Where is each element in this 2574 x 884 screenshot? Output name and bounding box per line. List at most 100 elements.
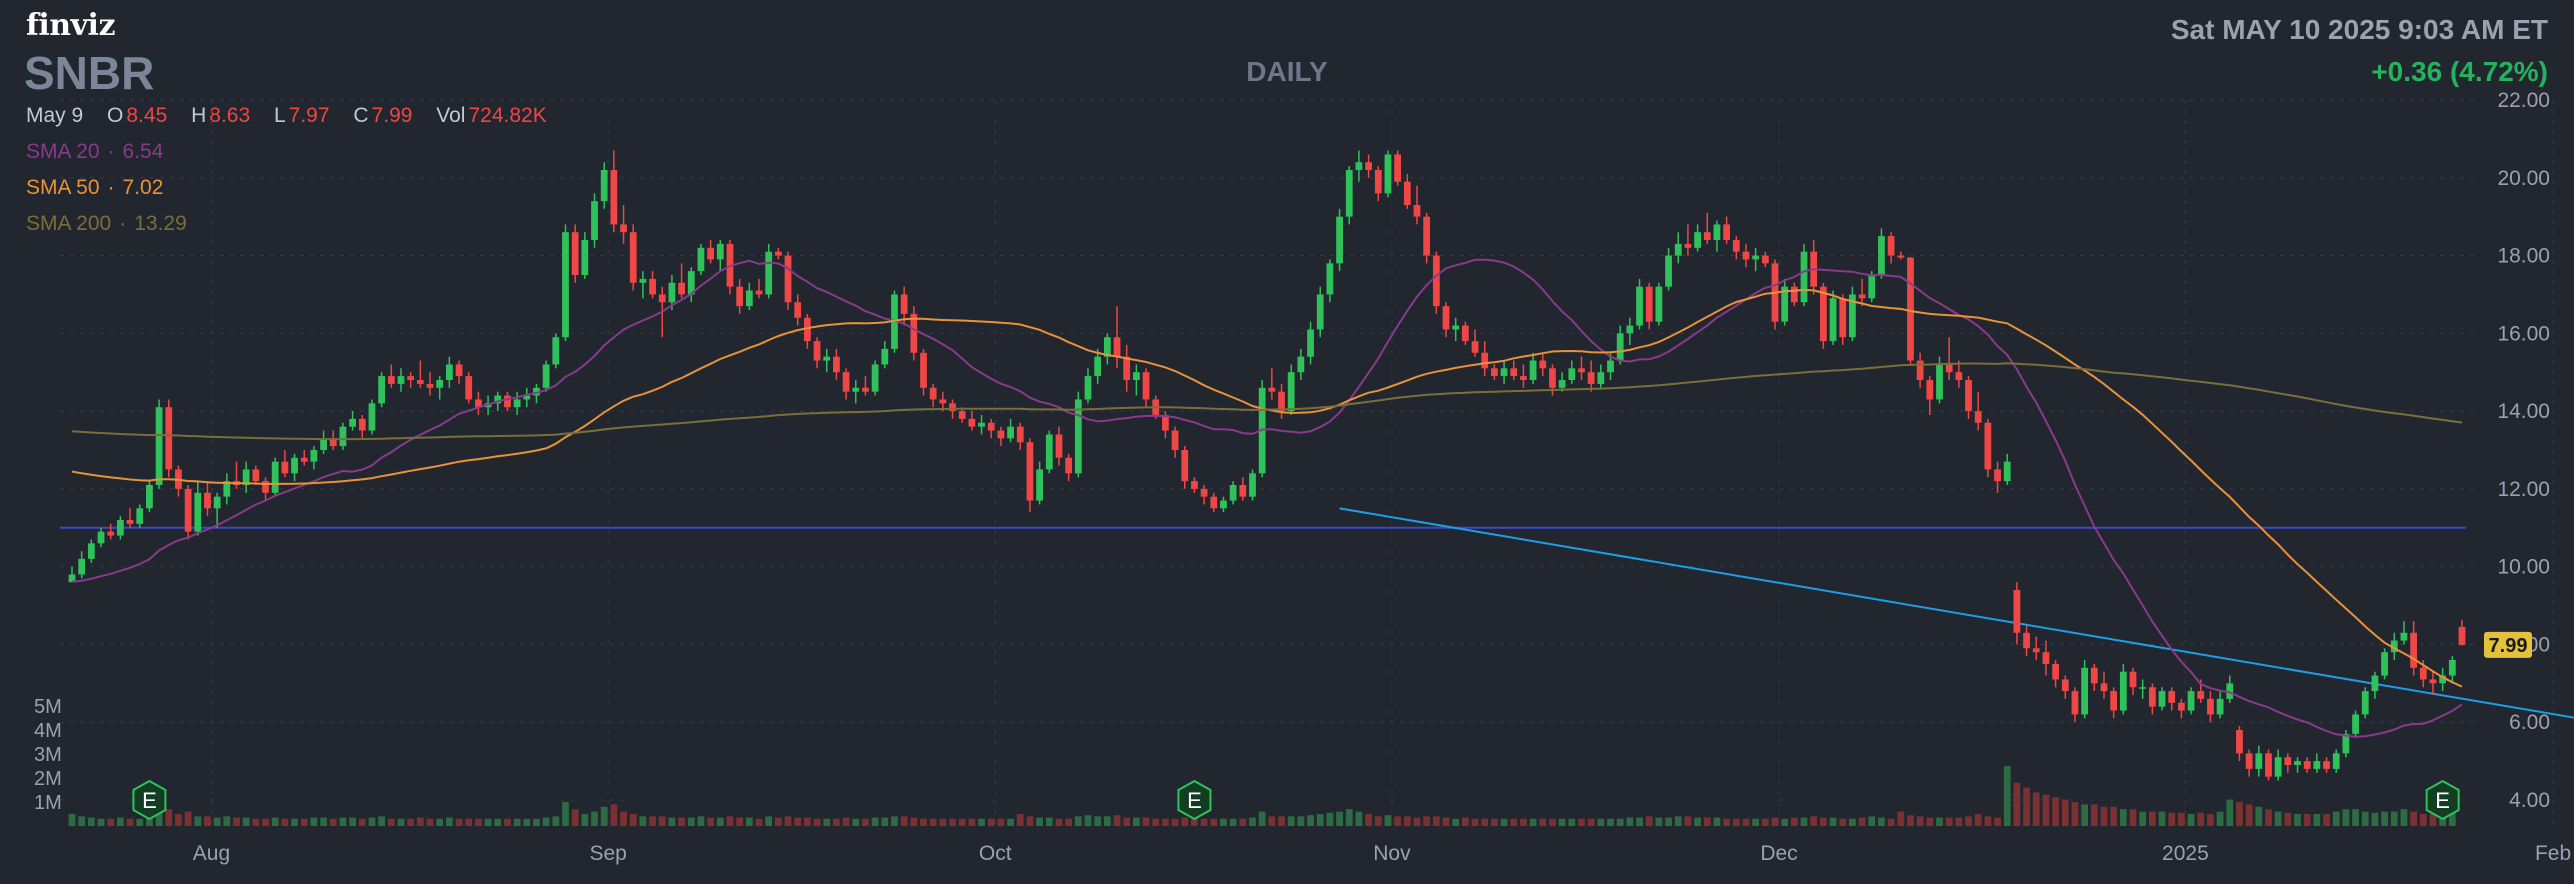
candle [165, 399, 173, 478]
candle [687, 267, 695, 303]
candle [397, 368, 405, 392]
candle-body [1549, 368, 1556, 388]
candle-body [1655, 286, 1663, 322]
volume-bar [136, 818, 144, 826]
candle [2332, 749, 2340, 773]
candle [745, 282, 753, 310]
candle-body [668, 282, 676, 303]
candle [1655, 282, 1663, 326]
candle [2342, 730, 2350, 758]
candle-body [678, 282, 685, 295]
candle-body [1113, 337, 1121, 357]
candle-body [1268, 387, 1276, 392]
candle [2148, 683, 2156, 715]
candle-body [2255, 753, 2263, 769]
candle [1007, 418, 1014, 443]
volume-bar [1191, 818, 1198, 826]
volume-bar [2236, 802, 2243, 826]
sma50-legend[interactable]: SMA 50 · 7.02 [26, 176, 164, 199]
volume-bar [1907, 815, 1914, 826]
volume-bar [349, 817, 356, 826]
volume-bar [1355, 811, 1363, 826]
candle-body [2139, 687, 2147, 689]
candle [1394, 150, 1402, 186]
candle-body [1907, 257, 1914, 361]
volume-bar [2207, 814, 2214, 826]
volume-bar [194, 816, 202, 826]
candle-body [920, 352, 927, 388]
candle-body [1781, 286, 1789, 322]
candle-body [1558, 380, 1566, 388]
chart-period: DAILY [1246, 56, 1328, 87]
candle-body [1365, 162, 1372, 170]
ohlc-high-value: 8.63 [209, 104, 251, 127]
candle [349, 411, 356, 431]
candle-body [494, 395, 502, 404]
volume-bar [2448, 808, 2456, 826]
candle-body [552, 337, 560, 365]
volume-bar [2294, 814, 2301, 826]
candle-body [939, 399, 947, 404]
volume-bar [658, 816, 666, 826]
volume-bar [2148, 811, 2156, 826]
price-change: +0.36 (4.72%) [2371, 56, 2548, 87]
candle [1510, 360, 1518, 380]
candle-body [1539, 360, 1547, 369]
volume-bar [1926, 817, 1934, 826]
candle-body [300, 457, 308, 462]
volume-bar [949, 818, 956, 826]
sma200-legend[interactable]: SMA 200 · 13.29 [26, 212, 187, 235]
candle-body [378, 376, 386, 404]
volume-bar [1703, 817, 1711, 826]
volume-bar [126, 818, 134, 826]
candle [368, 399, 376, 435]
candle [1684, 224, 1692, 256]
candle-body [1045, 434, 1053, 470]
candle-body [358, 418, 366, 431]
candle [1210, 492, 1218, 513]
finviz-logo[interactable]: finviz [26, 8, 115, 43]
candle [320, 430, 327, 454]
candle-body [291, 457, 298, 474]
volume-bar [484, 818, 492, 826]
candle-body [262, 481, 269, 493]
candle-body [1210, 496, 1218, 509]
candle-body [1316, 294, 1324, 330]
candle [610, 150, 618, 233]
volume-bar [2410, 811, 2418, 826]
candle-body [2110, 691, 2118, 711]
sma20-legend[interactable]: SMA 20 · 6.54 [26, 140, 164, 163]
candle-body [842, 372, 850, 392]
candle-body [1384, 154, 1392, 194]
candle-body [165, 407, 173, 470]
candle-body [426, 383, 434, 388]
trendline [1339, 507, 2574, 719]
candle-body [1587, 372, 1595, 384]
candle-body [929, 387, 937, 400]
candle-body [591, 201, 598, 240]
candle [146, 481, 153, 513]
candle [358, 415, 366, 439]
candle-body [1016, 426, 1024, 443]
candle [716, 240, 724, 272]
candle-body [368, 403, 376, 431]
volume-bar [552, 816, 560, 826]
candle [387, 364, 395, 388]
candle-body [910, 313, 918, 353]
volume-bar [1123, 817, 1131, 826]
volume-bar [2003, 766, 2011, 826]
candle [2236, 726, 2243, 762]
volume-bar [871, 817, 879, 826]
volume-bar [358, 818, 366, 826]
volume-bar [1587, 818, 1595, 826]
candle-body [794, 302, 802, 318]
volume-bar [233, 817, 240, 826]
volume-bar [2042, 794, 2050, 826]
candle [2429, 671, 2437, 695]
candle [2032, 636, 2040, 660]
volume-bar [213, 817, 221, 826]
candle [920, 348, 927, 396]
candle [1384, 150, 1392, 198]
volume-bar [542, 817, 550, 826]
